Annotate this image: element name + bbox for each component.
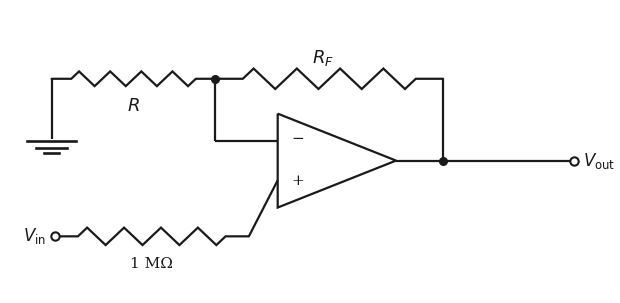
Text: $V_{\mathrm{in}}$: $V_{\mathrm{in}}$ <box>22 226 45 246</box>
Text: −: − <box>291 132 304 146</box>
Text: 1 MΩ: 1 MΩ <box>130 257 173 271</box>
Text: $R_F$: $R_F$ <box>312 48 334 68</box>
Text: $V_{\mathrm{out}}$: $V_{\mathrm{out}}$ <box>583 151 615 171</box>
Text: $R$: $R$ <box>127 97 140 115</box>
Text: +: + <box>291 174 304 188</box>
